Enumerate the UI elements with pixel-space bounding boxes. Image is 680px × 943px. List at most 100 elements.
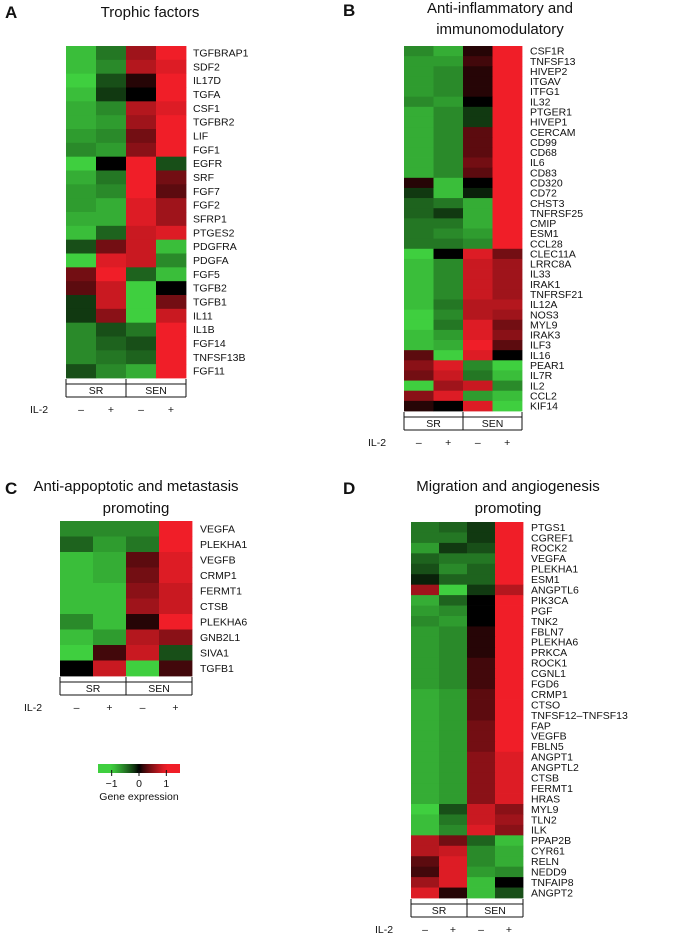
- panel-title: Anti-appoptotic and metastasis: [33, 478, 238, 495]
- heatmap-cell: [492, 218, 523, 229]
- panel-title: Anti-inflammatory and: [427, 0, 573, 17]
- heatmap-cell: [126, 87, 157, 102]
- heatmap-cell: [495, 814, 524, 826]
- gene-label: PIK3CA: [531, 595, 568, 607]
- heatmap-cell: [411, 542, 440, 554]
- gene-label: IL16: [530, 350, 551, 362]
- heatmap-cell: [495, 887, 524, 899]
- heatmap-cell: [66, 336, 97, 351]
- heatmap-cell: [495, 616, 524, 627]
- heatmap-cell: [463, 147, 493, 158]
- heatmap-cell: [126, 129, 157, 144]
- heatmap-cell: [411, 553, 440, 565]
- heatmap-cell: [60, 536, 94, 553]
- heatmap-cell: [404, 177, 434, 189]
- heatmap-panel-c: C Anti-appoptotic and metastasis promoting…: [5, 478, 247, 714]
- il2-sign: +: [445, 437, 451, 449]
- gene-label: NEDD9: [531, 866, 567, 878]
- heatmap-cell: [411, 574, 440, 586]
- group-label: SEN: [145, 385, 167, 397]
- heatmap-cell: [495, 595, 524, 606]
- heatmap-cell: [93, 598, 127, 615]
- heatmap-cell: [492, 319, 523, 331]
- heatmap-cell: [467, 647, 496, 659]
- heatmap-cell: [439, 584, 468, 596]
- heatmap-cell: [492, 46, 523, 57]
- heatmap-cell: [433, 380, 464, 392]
- gene-label: HIVEP2: [530, 66, 568, 78]
- heatmap-cell: [463, 66, 493, 77]
- gene-label: PTGER1: [530, 107, 572, 119]
- gene-label: FGF1: [193, 144, 220, 156]
- heatmap-cell: [467, 574, 496, 586]
- heatmap-cell: [411, 584, 440, 596]
- heatmap-cell: [404, 299, 434, 311]
- heatmap-cell: [495, 824, 524, 836]
- il2-sign: +: [506, 924, 512, 936]
- heatmap-cell: [463, 350, 493, 361]
- heatmap-cell: [433, 187, 464, 199]
- heatmap-cell: [492, 370, 523, 381]
- gene-label: TNFRSF25: [530, 208, 583, 220]
- heatmap-cell: [159, 598, 193, 615]
- heatmap-cell: [96, 253, 127, 268]
- heatmap-cell: [93, 552, 127, 568]
- gene-label: IL17D: [193, 75, 221, 87]
- heatmap-cell: [439, 710, 468, 721]
- heatmap-cell: [126, 583, 160, 599]
- heatmap-cell: [126, 184, 157, 199]
- heatmap-cell: [93, 536, 127, 553]
- heatmap-cell: [93, 614, 127, 630]
- heatmap-cell: [411, 710, 440, 721]
- il2-sign: +: [168, 404, 174, 416]
- heatmap-cell: [463, 269, 493, 280]
- heatmap-cell: [411, 595, 440, 606]
- heatmap-cell: [433, 269, 464, 280]
- heatmap-cell: [463, 279, 493, 290]
- heatmap-cell: [495, 793, 524, 805]
- gene-label: VEGFB: [531, 731, 567, 743]
- heatmap-cell: [156, 184, 187, 199]
- legend-tick-label: −1: [106, 778, 118, 790]
- heatmap-cell: [433, 127, 464, 138]
- heatmap-cell: [156, 253, 187, 268]
- gene-label: CGNL1: [531, 668, 566, 680]
- gene-label: PTGES2: [193, 227, 235, 239]
- heatmap-cell: [404, 198, 434, 209]
- heatmap-cell: [463, 76, 493, 87]
- heatmap-cell: [433, 289, 464, 300]
- heatmap-cell: [159, 567, 193, 584]
- heatmap-cell: [495, 584, 524, 596]
- heatmap-cell: [126, 73, 157, 88]
- heatmap-cell: [495, 626, 524, 638]
- heatmap-cell: [433, 350, 464, 361]
- gene-label: RELN: [531, 856, 559, 868]
- heatmap-cell: [495, 866, 524, 878]
- heatmap-cell: [66, 142, 97, 158]
- heatmap-cell: [126, 350, 157, 365]
- heatmap-cell: [492, 116, 523, 128]
- heatmap-cell: [463, 340, 493, 351]
- gene-label: ILK: [531, 825, 547, 837]
- heatmap-cell: [463, 329, 493, 341]
- heatmap-cell: [156, 336, 187, 351]
- heatmap-cell: [463, 218, 493, 229]
- heatmap-cell: [463, 167, 493, 179]
- heatmap-cell: [66, 46, 97, 61]
- heatmap-cell: [439, 866, 468, 878]
- gene-label: HIVEP1: [530, 117, 568, 129]
- heatmap-cell: [439, 616, 468, 627]
- il2-label: IL-2: [30, 404, 48, 416]
- gene-label: TNFRSF21: [530, 289, 583, 301]
- heatmap-cell: [96, 115, 127, 130]
- heatmap-cell: [492, 106, 523, 118]
- heatmap-cell: [96, 239, 127, 254]
- gene-label: VEGFA: [200, 523, 235, 535]
- heatmap-cell: [404, 340, 434, 351]
- gene-label: CSF1R: [530, 46, 565, 58]
- heatmap-cell: [66, 239, 97, 254]
- heatmap-cell: [156, 87, 187, 102]
- heatmap-cell: [439, 762, 468, 774]
- heatmap-cell: [467, 657, 496, 669]
